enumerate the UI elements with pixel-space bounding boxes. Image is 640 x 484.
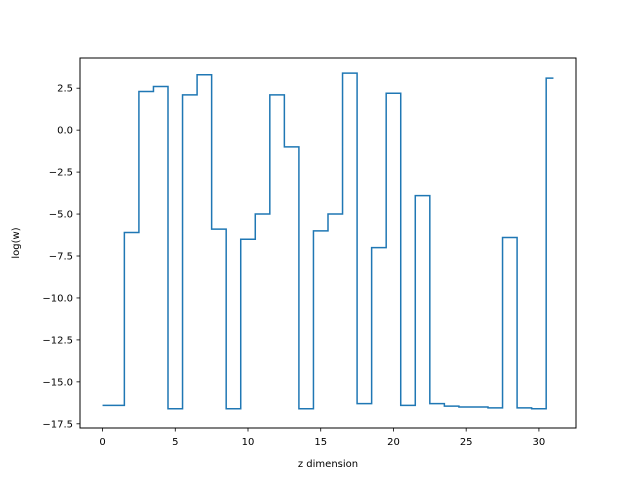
x-tick-label: 20 — [387, 437, 400, 448]
x-tick-label: 30 — [533, 437, 546, 448]
y-tick-label: −15.0 — [42, 377, 73, 388]
x-tick-label: 15 — [314, 437, 327, 448]
x-axis-label: z dimension — [298, 459, 358, 470]
y-tick-label: 0.0 — [57, 126, 73, 137]
series-line — [102, 72, 554, 410]
y-tick-label: 2.5 — [57, 84, 73, 95]
plot-area-frame — [79, 57, 577, 429]
x-axis: 0 5 10 15 20 25 30 — [99, 428, 545, 448]
x-tick-label: 5 — [172, 437, 178, 448]
x-tick-label: 10 — [242, 437, 255, 448]
y-axis: 2.5 0.0 −2.5 −5.0 −7.5 −10.0 −12.5 −15.0 −17.5 — [42, 84, 80, 430]
y-tick-label: −2.5 — [49, 168, 73, 179]
y-tick-label: −10.0 — [42, 293, 73, 304]
y-tick-label: −17.5 — [42, 419, 73, 430]
x-tick-label: 0 — [99, 437, 105, 448]
y-tick-label: −7.5 — [49, 252, 73, 263]
plot-layer — [102, 72, 554, 410]
y-tick-label: −5.0 — [49, 210, 73, 221]
y-tick-label: −12.5 — [42, 335, 73, 346]
y-axis-label: log(w) — [11, 227, 22, 258]
x-tick-label: 25 — [460, 437, 473, 448]
